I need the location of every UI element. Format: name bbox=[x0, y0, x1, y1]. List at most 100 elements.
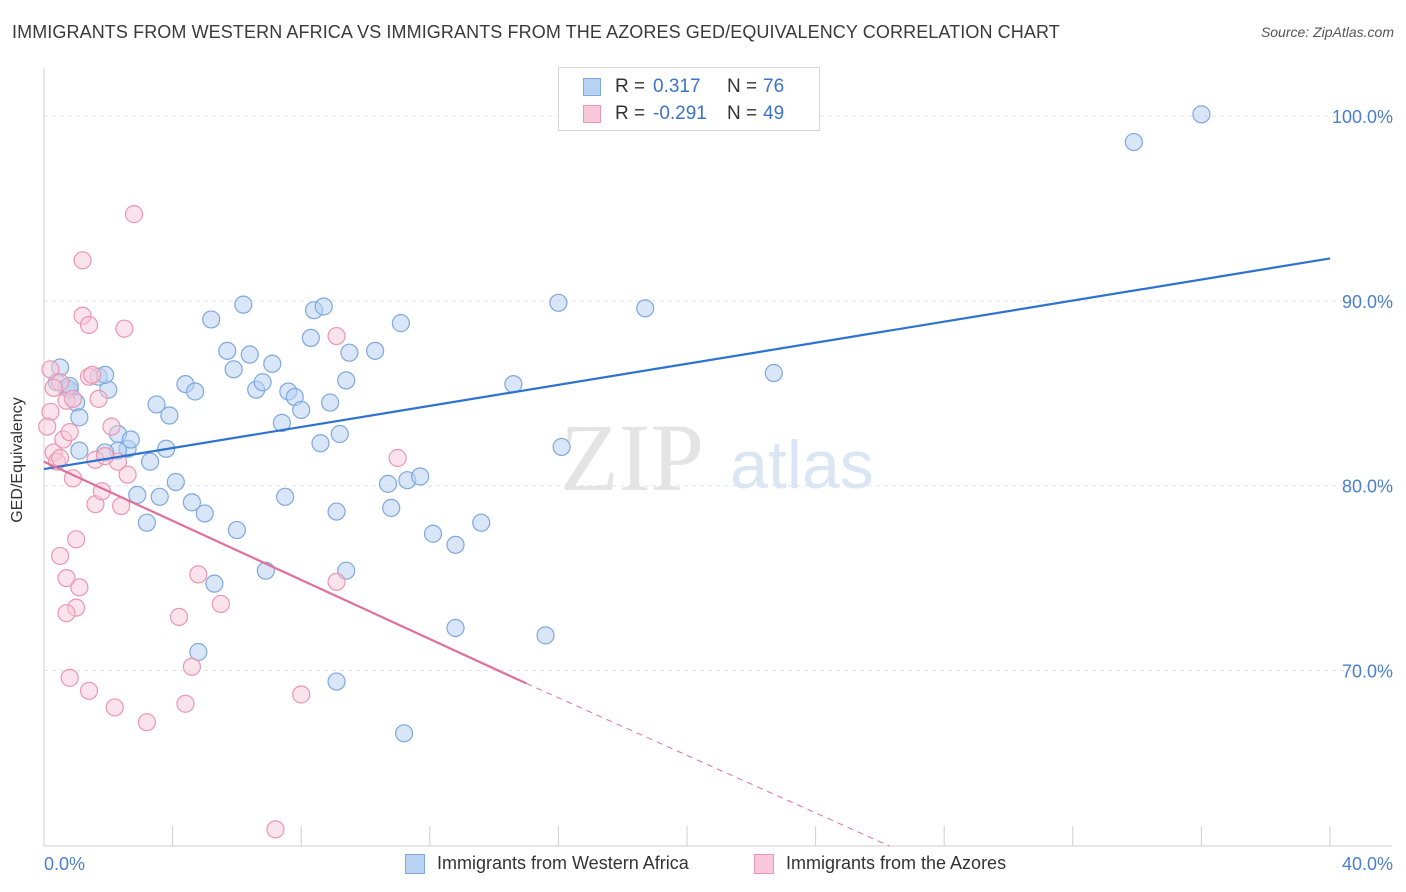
data-point-western-africa bbox=[160, 406, 179, 425]
data-point-azores bbox=[79, 681, 99, 700]
data-point-western-africa bbox=[552, 437, 571, 457]
data-point-western-africa bbox=[240, 345, 259, 364]
data-point-western-africa bbox=[446, 618, 465, 638]
data-point-western-africa bbox=[411, 467, 430, 486]
data-point-western-africa bbox=[314, 297, 333, 316]
trend-lines bbox=[43, 257, 1331, 847]
data-point-western-africa bbox=[327, 672, 346, 691]
r-value: 0.317 bbox=[653, 76, 701, 97]
data-point-azores bbox=[327, 572, 346, 591]
data-point-western-africa bbox=[205, 574, 224, 593]
data-point-azores bbox=[105, 698, 124, 717]
data-point-western-africa bbox=[253, 373, 272, 392]
watermark-zip: ZIP bbox=[560, 404, 704, 511]
data-point-azores bbox=[102, 417, 121, 436]
data-point-azores bbox=[115, 319, 134, 338]
x-tick-label-max: 40.0% bbox=[1342, 854, 1393, 874]
data-point-azores bbox=[95, 447, 115, 466]
tick-labels: 70.0% 80.0% 90.0% 100.0% 0.0% 40.0% bbox=[44, 107, 1393, 874]
watermark: ZIP atlas bbox=[560, 404, 874, 511]
data-point-western-africa bbox=[276, 487, 295, 506]
data-point-azores bbox=[266, 820, 285, 839]
data-point-azores bbox=[182, 657, 201, 676]
data-point-western-africa bbox=[137, 513, 156, 532]
data-point-azores bbox=[60, 423, 79, 442]
data-point-azores bbox=[176, 694, 195, 713]
grid-lines bbox=[44, 115, 1392, 671]
data-point-western-africa bbox=[292, 400, 311, 420]
data-point-western-africa bbox=[549, 293, 568, 312]
data-point-western-africa bbox=[311, 434, 330, 453]
legend-row-western-africa: R = 0.317 N = 76 bbox=[583, 74, 784, 100]
data-point-western-africa bbox=[636, 299, 655, 318]
series-azores bbox=[38, 205, 407, 839]
data-point-azores bbox=[41, 402, 60, 421]
data-point-western-africa bbox=[423, 524, 443, 543]
data-point-azores bbox=[70, 578, 89, 597]
blue-swatch bbox=[583, 78, 601, 96]
data-point-azores bbox=[118, 465, 137, 484]
data-point-western-africa bbox=[224, 360, 243, 379]
data-point-western-africa bbox=[764, 363, 783, 383]
blue-swatch bbox=[405, 853, 425, 874]
data-point-azores bbox=[38, 417, 57, 436]
data-point-azores bbox=[60, 668, 79, 687]
data-point-azores bbox=[57, 604, 76, 623]
y-tick-label: 100.0% bbox=[1332, 107, 1393, 127]
data-point-western-africa bbox=[195, 504, 214, 523]
chart-title: IMMIGRANTS FROM WESTERN AFRICA VS IMMIGR… bbox=[12, 22, 1060, 42]
data-point-western-africa bbox=[263, 354, 282, 373]
data-point-western-africa bbox=[382, 498, 401, 517]
data-point-western-africa bbox=[186, 382, 205, 401]
legend-label-azores: Immigrants from the Azores bbox=[786, 853, 1007, 873]
data-point-western-africa bbox=[272, 413, 292, 432]
data-point-western-africa bbox=[150, 487, 169, 506]
data-point-western-africa bbox=[1192, 105, 1211, 124]
data-point-azores bbox=[388, 448, 407, 468]
x-tick-label-min: 0.0% bbox=[44, 854, 85, 874]
data-point-azores bbox=[50, 448, 70, 468]
r-value: -0.291 bbox=[653, 103, 707, 124]
data-point-azores bbox=[169, 607, 189, 626]
data-point-azores bbox=[189, 565, 208, 584]
data-point-azores bbox=[63, 389, 83, 408]
watermark-atlas: atlas bbox=[730, 427, 874, 503]
data-point-azores bbox=[50, 546, 70, 566]
data-point-western-africa bbox=[182, 493, 201, 512]
r-label: R = bbox=[615, 103, 646, 124]
n-value: 49 bbox=[763, 103, 785, 124]
data-point-western-africa bbox=[446, 535, 465, 554]
data-point-western-africa bbox=[394, 724, 414, 743]
data-point-azores bbox=[89, 389, 108, 408]
data-point-azores bbox=[83, 365, 102, 384]
pink-swatch bbox=[754, 853, 774, 874]
n-value: 76 bbox=[763, 76, 785, 97]
data-point-western-africa bbox=[330, 424, 349, 444]
data-point-western-africa bbox=[227, 520, 246, 540]
data-point-azores bbox=[44, 378, 63, 397]
trend-line-western-africa bbox=[43, 257, 1331, 471]
data-point-western-africa bbox=[218, 341, 237, 360]
data-point-azores bbox=[73, 251, 92, 270]
pink-swatch bbox=[583, 105, 601, 123]
data-point-western-africa bbox=[366, 341, 385, 360]
data-point-western-africa bbox=[202, 310, 221, 329]
data-point-western-africa bbox=[166, 472, 185, 492]
data-point-azores bbox=[137, 713, 156, 732]
series-legend: Immigrants from Western Africa Immigrant… bbox=[0, 851, 1406, 877]
legend-label-western-africa: Immigrants from Western Africa bbox=[437, 853, 689, 873]
data-point-azores bbox=[292, 685, 311, 704]
data-point-western-africa bbox=[378, 474, 398, 493]
data-point-western-africa bbox=[121, 430, 140, 449]
data-point-western-africa bbox=[1124, 132, 1143, 152]
y-tick-label: 90.0% bbox=[1342, 292, 1393, 312]
data-point-western-africa bbox=[337, 371, 356, 390]
data-point-western-africa bbox=[536, 626, 555, 645]
n-label: N = bbox=[727, 76, 758, 97]
data-point-western-africa bbox=[301, 328, 320, 348]
legend-item-western-africa: Immigrants from Western Africa bbox=[405, 853, 689, 874]
data-point-azores bbox=[124, 205, 144, 224]
data-point-azores bbox=[327, 326, 346, 346]
legend-row-azores: R = -0.291 N = 49 bbox=[583, 101, 784, 127]
